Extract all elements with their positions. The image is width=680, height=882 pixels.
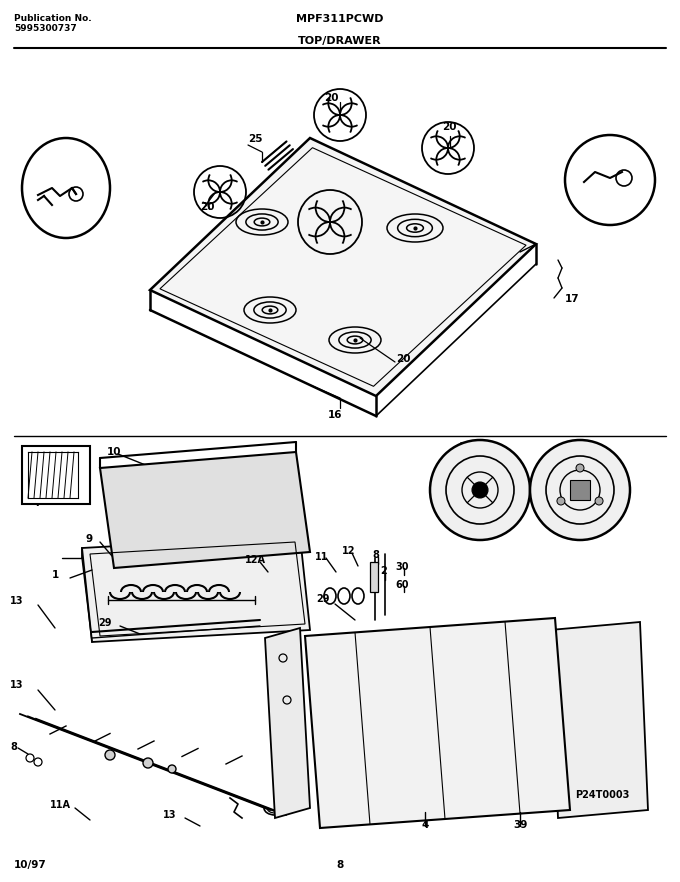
Polygon shape xyxy=(570,480,590,500)
Text: 8: 8 xyxy=(337,860,343,870)
Text: 8: 8 xyxy=(10,742,17,752)
Text: 11A: 11A xyxy=(50,800,71,810)
Text: P24T0003: P24T0003 xyxy=(575,790,630,800)
Text: 13: 13 xyxy=(10,680,24,690)
Text: 9: 9 xyxy=(86,534,93,544)
Circle shape xyxy=(105,750,115,760)
Text: 20: 20 xyxy=(442,122,456,132)
Circle shape xyxy=(595,497,603,505)
Polygon shape xyxy=(550,622,648,818)
Bar xyxy=(22,446,90,504)
Text: 60: 60 xyxy=(395,580,409,590)
Polygon shape xyxy=(100,452,310,568)
Text: 18A: 18A xyxy=(41,154,64,164)
Text: 30: 30 xyxy=(395,562,409,572)
Text: 5995300737: 5995300737 xyxy=(14,24,77,33)
Text: TOP/DRAWER: TOP/DRAWER xyxy=(299,36,381,46)
Text: 17: 17 xyxy=(565,294,579,304)
Text: 10: 10 xyxy=(107,447,122,457)
Text: 20: 20 xyxy=(324,93,338,103)
Circle shape xyxy=(430,440,530,540)
Polygon shape xyxy=(150,138,536,396)
Text: 5: 5 xyxy=(562,442,570,452)
Text: 2: 2 xyxy=(380,566,387,576)
Text: Publication No.: Publication No. xyxy=(14,14,92,23)
Polygon shape xyxy=(265,628,310,818)
Text: 29: 29 xyxy=(316,594,330,604)
Ellipse shape xyxy=(565,135,655,225)
Text: 20: 20 xyxy=(396,354,411,364)
Circle shape xyxy=(472,482,488,498)
Text: 14: 14 xyxy=(459,442,473,452)
Circle shape xyxy=(576,464,584,472)
Polygon shape xyxy=(82,536,310,642)
Text: 10/97: 10/97 xyxy=(14,860,47,870)
Text: 18: 18 xyxy=(594,152,608,162)
Circle shape xyxy=(557,497,565,505)
Bar xyxy=(370,562,378,592)
Text: 1: 1 xyxy=(52,570,59,580)
Circle shape xyxy=(168,765,176,773)
Text: 16: 16 xyxy=(328,410,342,420)
Text: 25: 25 xyxy=(248,134,262,144)
Text: 4: 4 xyxy=(422,820,428,830)
Text: MPF311PCWD: MPF311PCWD xyxy=(296,14,384,24)
Text: 12: 12 xyxy=(342,546,356,556)
Text: 29: 29 xyxy=(98,618,112,628)
Circle shape xyxy=(143,758,153,768)
Text: 13: 13 xyxy=(10,596,24,606)
Polygon shape xyxy=(305,618,570,828)
Ellipse shape xyxy=(22,138,110,238)
Text: 11: 11 xyxy=(315,552,328,562)
Text: 20: 20 xyxy=(200,202,214,212)
Text: 39: 39 xyxy=(513,820,527,830)
Text: 7: 7 xyxy=(34,498,41,508)
Text: 12A: 12A xyxy=(245,555,266,565)
Text: 8: 8 xyxy=(372,550,379,560)
Text: 13: 13 xyxy=(163,810,177,820)
Circle shape xyxy=(530,440,630,540)
